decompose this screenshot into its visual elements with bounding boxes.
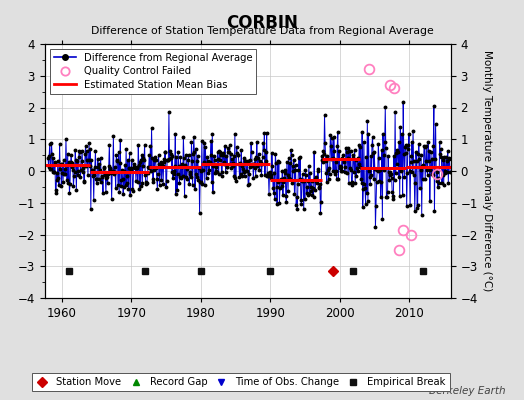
Text: Difference of Station Temperature Data from Regional Average: Difference of Station Temperature Data f… bbox=[91, 26, 433, 36]
Text: Berkeley Earth: Berkeley Earth bbox=[429, 386, 506, 396]
Y-axis label: Monthly Temperature Anomaly Difference (°C): Monthly Temperature Anomaly Difference (… bbox=[482, 50, 492, 292]
Legend: Difference from Regional Average, Quality Control Failed, Estimated Station Mean: Difference from Regional Average, Qualit… bbox=[50, 49, 256, 94]
Text: CORBIN: CORBIN bbox=[226, 14, 298, 32]
Legend: Station Move, Record Gap, Time of Obs. Change, Empirical Break: Station Move, Record Gap, Time of Obs. C… bbox=[32, 373, 450, 391]
